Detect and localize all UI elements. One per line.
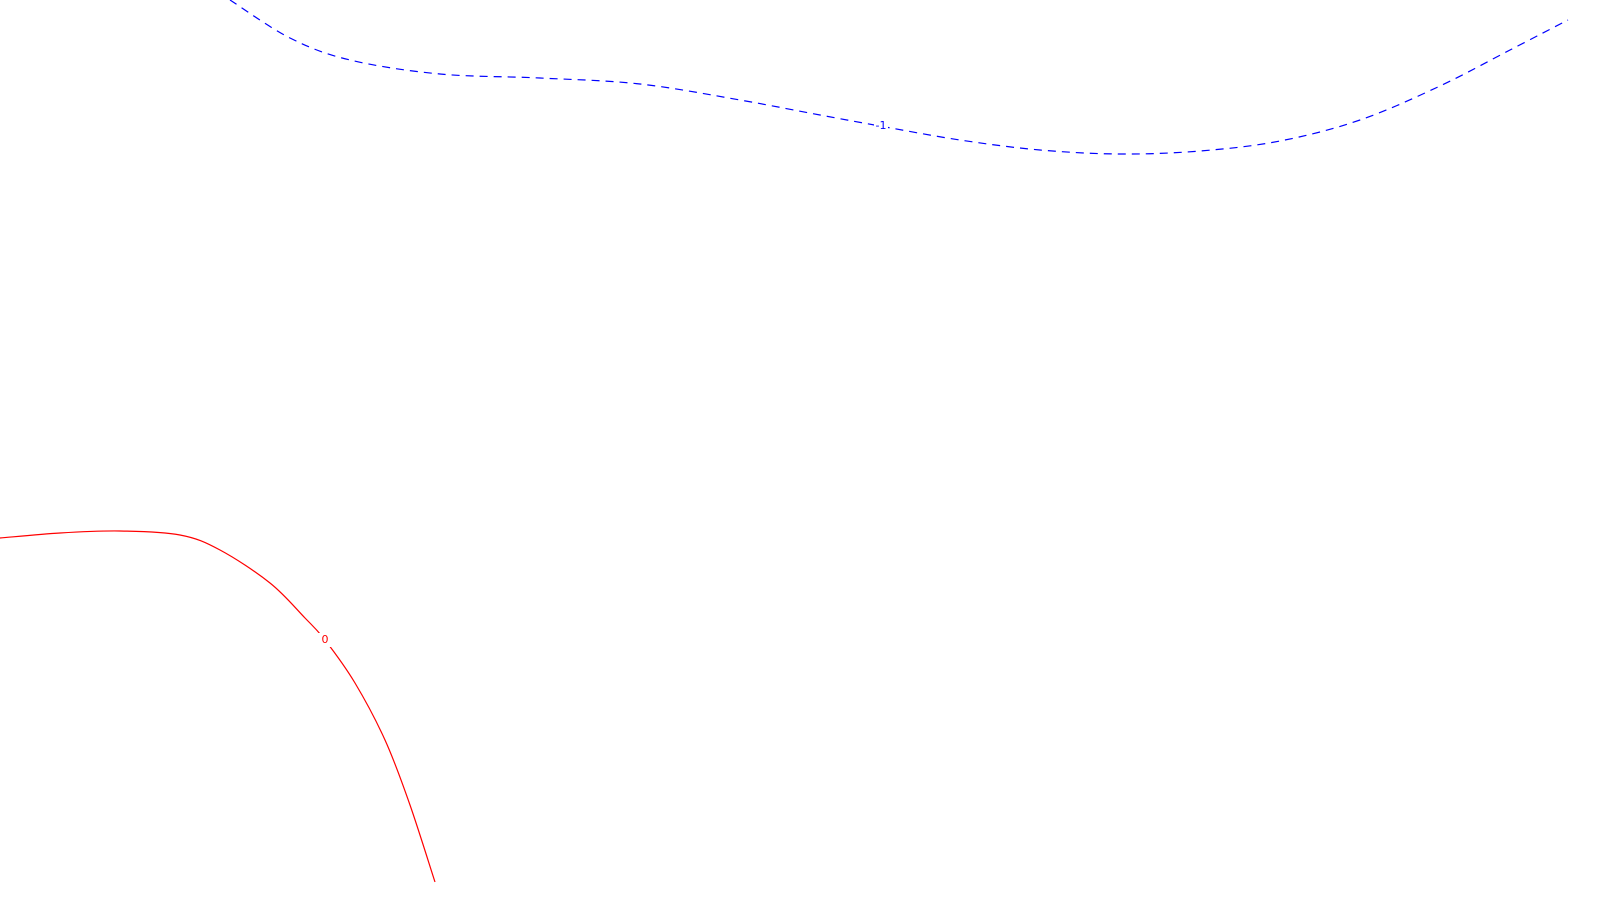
contour-label-bg-level--1 [874,119,888,133]
contour-line-level--1 [229,0,1569,155]
contour-layer: -1 0 [0,0,1569,883]
contour-line-level-0 [0,530,436,883]
contour-label-level-0: 0 [322,633,329,646]
contour-label-bg-level-0 [318,633,332,647]
contour-label-level--1: -1 [876,119,887,132]
